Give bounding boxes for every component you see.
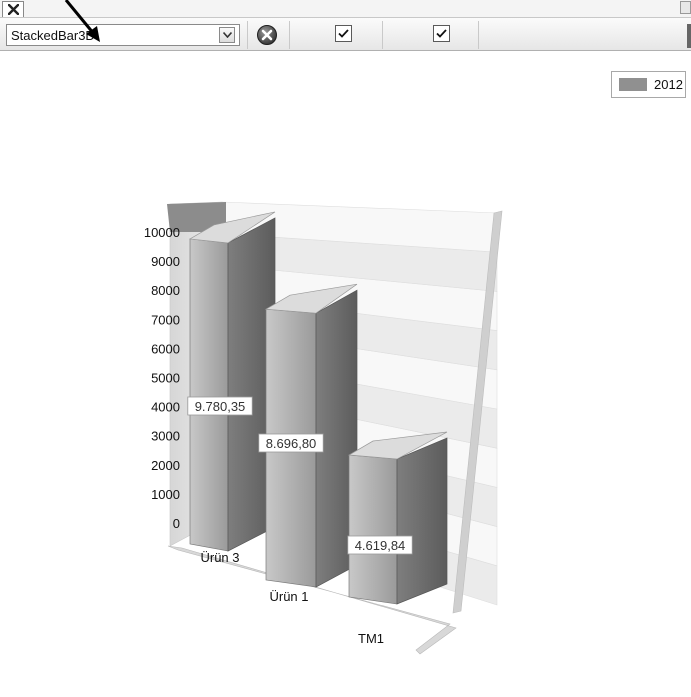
pointer-arrow-annotation — [64, 0, 100, 42]
bar-chart-3d: 0 1000 2000 3000 4000 5000 6000 7000 8000 9000 100… — [144, 201, 503, 655]
y-tick-label: 10000 — [144, 225, 180, 240]
y-tick-label: 3000 — [151, 429, 180, 444]
floor-edge — [167, 545, 457, 655]
data-label: 9.780,35 — [195, 399, 246, 414]
y-tick-label: 9000 — [151, 254, 180, 269]
chart-type-value: StackedBar3D — [11, 28, 95, 43]
checkmark-icon — [338, 29, 349, 38]
y-tick-label: 1000 — [151, 487, 180, 502]
data-label: 4.619,84 — [355, 538, 406, 553]
y-tick-label: 6000 — [151, 341, 180, 356]
data-label-box — [347, 535, 413, 555]
y-tick-label: 7000 — [151, 312, 180, 327]
data-label-box — [187, 396, 253, 416]
clear-icon — [257, 25, 277, 45]
chart-legend: 2012 — [611, 71, 686, 98]
data-label-box — [258, 433, 324, 453]
chart-toolbar: StackedBar3D — [0, 17, 691, 51]
chevron-down-icon — [223, 32, 232, 38]
side-wall-top-block — [167, 202, 226, 232]
category-label: Ürün 3 — [200, 550, 239, 565]
y-tick-label: 2000 — [151, 458, 180, 473]
bar-top — [188, 211, 276, 244]
toolbar-separator — [382, 21, 383, 49]
legend-label: 2012 — [654, 77, 683, 92]
y-tick-label: 4000 — [151, 400, 180, 415]
tab-close-button[interactable] — [2, 1, 24, 17]
bar-side — [396, 437, 448, 605]
y-tick-label: 5000 — [151, 371, 180, 386]
dropdown-button[interactable] — [219, 27, 235, 43]
toolbar-checkbox-2[interactable] — [433, 25, 450, 42]
close-icon — [8, 4, 19, 15]
category-label: Ürün 1 — [269, 589, 308, 604]
toolbar-separator — [478, 21, 479, 49]
bar-front — [348, 454, 398, 605]
bar-top — [347, 431, 448, 460]
checkmark-icon — [436, 29, 447, 38]
bar-top — [264, 283, 358, 314]
toolbar-separator — [289, 21, 290, 49]
toolbar-edge — [687, 24, 691, 48]
toolbar-checkbox-1[interactable] — [335, 25, 352, 42]
tab-strip — [0, 0, 691, 17]
data-label: 8.696,80 — [266, 436, 317, 451]
toolbar-separator — [247, 21, 248, 49]
window-corner-button[interactable] — [680, 1, 691, 14]
category-label: TM1 — [358, 631, 384, 646]
clear-button[interactable] — [256, 24, 278, 46]
bar-front — [189, 238, 229, 552]
legend-swatch — [619, 78, 647, 91]
y-tick-label: 8000 — [151, 283, 180, 298]
chart-type-select[interactable]: StackedBar3D — [6, 24, 240, 46]
right-wall-edge — [452, 210, 503, 614]
y-tick-label: 0 — [173, 516, 180, 531]
